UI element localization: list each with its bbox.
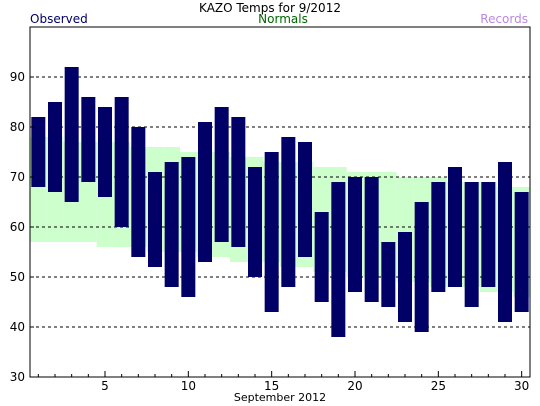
- observed-bar-day-20: [348, 177, 362, 292]
- y-tick-label-70: 70: [10, 170, 25, 184]
- observed-bar-day-28: [481, 182, 496, 287]
- grid-lines: [30, 76, 530, 328]
- observed-bar-day-6: [114, 97, 129, 227]
- y-axis-ticks: 30 40 50 60 70 80 90: [10, 70, 34, 384]
- observed-bar-day-1: [31, 117, 46, 187]
- observed-bar-day-3: [64, 67, 79, 202]
- observed-bars: [31, 67, 529, 337]
- observed-bar-day-17: [298, 142, 312, 257]
- observed-bar-day-22: [381, 242, 396, 307]
- legend-records: Records: [480, 12, 528, 26]
- observed-bar-day-29: [498, 162, 512, 322]
- observed-bar-day-18: [314, 212, 329, 302]
- observed-bar-day-27: [464, 182, 479, 307]
- x-tick-label-25: 25: [431, 379, 446, 393]
- y-tick-label-30: 30: [10, 370, 25, 384]
- x-axis-ticks: 5 10 15 20 25 30: [37, 371, 529, 393]
- observed-bar-day-10: [181, 157, 196, 297]
- observed-bar-day-9: [164, 162, 179, 287]
- observed-bar-day-12: [214, 107, 229, 242]
- y-tick-label-90: 90: [10, 70, 25, 84]
- x-tick-label-5: 5: [101, 379, 109, 393]
- observed-bar-day-11: [198, 122, 212, 262]
- y-tick-label-60: 60: [10, 220, 25, 234]
- observed-bar-day-21: [364, 177, 379, 302]
- observed-bar-day-26: [448, 167, 462, 287]
- y-tick-label-40: 40: [10, 320, 25, 334]
- legend-normals: Normals: [258, 12, 308, 26]
- observed-bar-day-25: [431, 182, 446, 292]
- observed-bar-day-16: [281, 137, 296, 287]
- x-tick-label-20: 20: [347, 379, 362, 393]
- y-tick-label-50: 50: [10, 270, 25, 284]
- observed-bar-day-4: [81, 97, 96, 182]
- observed-bar-day-30: [514, 192, 529, 312]
- observed-bar-day-24: [414, 202, 429, 332]
- observed-bar-day-19: [331, 182, 346, 337]
- x-tick-label-10: 10: [181, 379, 196, 393]
- chart-title: KAZO Temps for 9/2012: [199, 1, 341, 15]
- plot-frame: [29, 26, 531, 378]
- x-axis-label: September 2012: [234, 391, 326, 404]
- observed-bar-day-23: [398, 232, 412, 322]
- observed-bar-day-15: [264, 152, 279, 312]
- observed-bar-day-5: [98, 107, 112, 197]
- observed-bar-day-14: [248, 167, 262, 277]
- x-tick-label-15: 15: [264, 379, 279, 393]
- observed-bar-day-2: [48, 102, 62, 192]
- legend-observed: Observed: [30, 12, 88, 26]
- x-tick-label-30: 30: [514, 379, 529, 393]
- observed-bar-day-8: [148, 172, 162, 267]
- observed-bar-day-7: [131, 127, 146, 257]
- y-tick-label-80: 80: [10, 120, 25, 134]
- observed-bar-day-13: [231, 117, 246, 247]
